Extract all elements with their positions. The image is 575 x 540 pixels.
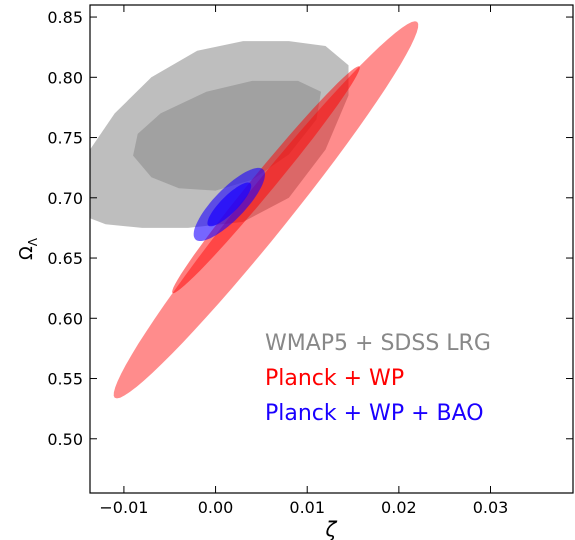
legend-item-planck-wp-bao: Planck + WP + BAO	[265, 401, 484, 426]
y-axis-label-base: Ω	[16, 246, 37, 260]
y-axis-label-text: ΩΛ	[16, 237, 40, 260]
y-axis-label-subscript: Λ	[26, 237, 40, 246]
plot-frame	[89, 4, 574, 494]
y-tick-label: 0.75	[47, 129, 83, 148]
y-tick-label: 0.60	[47, 309, 83, 328]
x-tick-label: 0.02	[381, 498, 417, 517]
x-tick-label: 0.03	[473, 498, 509, 517]
y-tick-label: 0.65	[47, 249, 83, 268]
y-axis-label: ΩΛ	[16, 237, 40, 260]
x-tick-label: −0.01	[99, 498, 148, 517]
x-tick-label: 0.00	[198, 498, 234, 517]
y-tick-label: 0.55	[47, 370, 83, 389]
contour-planck-wp-68	[172, 66, 360, 294]
x-axis: −0.01 0.00 0.01 0.02 0.03	[99, 5, 508, 517]
legend: WMAP5 + SDSS LRG Planck + WP Planck + WP…	[265, 331, 491, 426]
y-tick-label: 0.70	[47, 189, 83, 208]
plot-contours	[90, 21, 419, 399]
y-tick-label: 0.50	[47, 430, 83, 449]
y-tick-label: 0.85	[47, 8, 83, 27]
y-tick-label: 0.80	[47, 68, 83, 87]
x-tick-label: 0.01	[289, 498, 325, 517]
legend-item-planck-wp: Planck + WP	[265, 366, 404, 391]
legend-item-wmap5-sdss: WMAP5 + SDSS LRG	[265, 331, 491, 356]
y-axis: 0.50 0.55 0.60 0.65 0.70 0.75 0.80 0.85	[47, 8, 573, 449]
x-axis-label: ζ	[325, 517, 338, 540]
contour-planck-wp-bao-68	[207, 182, 252, 227]
contour-planck-wp-95	[113, 21, 419, 399]
